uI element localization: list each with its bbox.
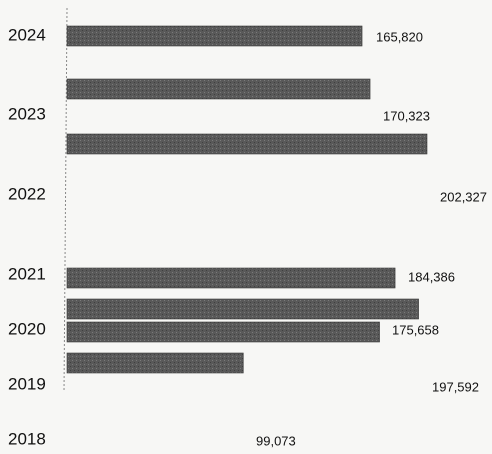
y-tick-label: 2020 (8, 319, 46, 338)
bar (66, 321, 380, 343)
y-tick-label: 2023 (8, 104, 46, 123)
value-label: 202,327 (440, 189, 487, 204)
value-label: 184,386 (408, 269, 455, 284)
y-tick-label: 2021 (8, 264, 46, 283)
value-label: 197,592 (432, 379, 479, 394)
value-label: 170,323 (383, 108, 430, 123)
bar (66, 78, 371, 100)
bar (66, 267, 396, 289)
bar (66, 133, 428, 155)
y-tick-label: 2019 (8, 374, 46, 393)
value-label: 165,820 (376, 29, 423, 44)
axis-line (63, 7, 68, 393)
y-tick-label: 2022 (8, 184, 46, 203)
value-label: 175,658 (392, 322, 439, 337)
bar (66, 352, 244, 374)
y-tick-label: 2018 (8, 429, 46, 448)
bar (66, 298, 419, 320)
y-tick-label: 2024 (8, 25, 46, 44)
bar (66, 25, 363, 47)
value-label: 99,073 (256, 433, 296, 448)
